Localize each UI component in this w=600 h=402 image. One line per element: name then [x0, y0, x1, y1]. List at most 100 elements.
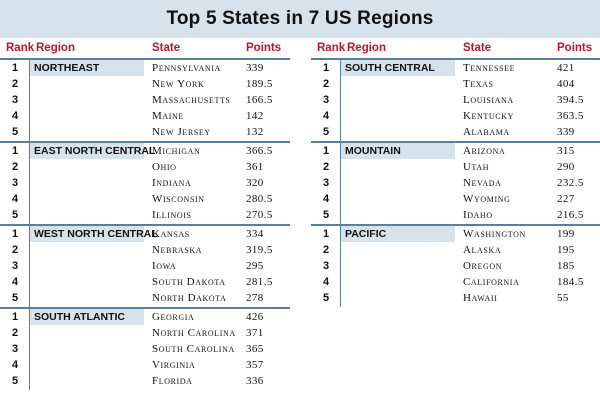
state-cell: Indiana	[152, 177, 192, 189]
table-row: 1 Washington 199	[311, 226, 600, 242]
rank-cell: 1	[323, 228, 330, 240]
rank-cell: 1	[323, 62, 330, 74]
table-row: 5 North Dakota 278	[0, 290, 290, 306]
state-cell: North Carolina	[152, 327, 236, 339]
state-cell: Florida	[152, 375, 193, 387]
rank-cell: 3	[12, 343, 19, 355]
table-row: 2 New York 189.5	[0, 76, 290, 92]
region-name: PACIFIC	[345, 228, 387, 240]
state-cell: Tennessee	[463, 62, 516, 74]
points-cell: 336	[246, 375, 264, 387]
rank-cell: 3	[12, 94, 19, 106]
state-cell: Pennsylvania	[152, 62, 221, 74]
rank-cell: 2	[323, 161, 330, 173]
rank-cell: 4	[323, 193, 330, 205]
points-cell: 366.5	[246, 145, 273, 157]
rank-cell: 2	[12, 244, 19, 256]
state-cell: Washington	[463, 228, 526, 240]
rank-cell: 5	[323, 126, 330, 138]
state-cell: Oregon	[463, 260, 503, 272]
table-row: 2 Alaska 195	[311, 242, 600, 258]
points-cell: 339	[246, 62, 264, 74]
rank-cell: 5	[12, 209, 19, 221]
region-name: EAST NORTH CENTRAL	[34, 145, 156, 157]
state-cell: Kentucky	[463, 110, 514, 122]
rank-cell: 4	[323, 110, 330, 122]
state-cell: Nebraska	[152, 244, 203, 256]
points-cell: 363.5	[557, 110, 584, 122]
points-cell: 199	[557, 228, 575, 240]
state-cell: New Jersey	[152, 126, 211, 138]
table-row: 2 Texas 404	[311, 76, 600, 92]
table-row: 2 Ohio 361	[0, 159, 290, 175]
state-cell: South Carolina	[152, 343, 235, 355]
state-cell: Ohio	[152, 161, 177, 173]
table-row: 4 Maine 142	[0, 108, 290, 124]
rank-header: Rank	[317, 42, 346, 54]
rank-cell: 5	[12, 292, 19, 304]
points-header: Points	[557, 42, 593, 54]
table-header-right: Rank Region State Points	[311, 38, 600, 60]
table-row: 5 Illinois 270.5	[0, 207, 290, 223]
points-cell: 365	[246, 343, 264, 355]
table-row: 5 Idaho 216.5	[311, 207, 600, 223]
region-group: MOUNTAIN 1 Arizona 315 2 Utah 290 3 Nevada 232.5 4…	[311, 143, 600, 226]
region-group: SOUTH ATLANTIC 1 Georgia 426 2 North Carolina…	[0, 309, 290, 390]
rank-cell: 4	[12, 193, 19, 205]
points-cell: 357	[246, 359, 264, 371]
points-cell: 315	[557, 145, 575, 157]
right-table: Rank Region State Points SOUTH CENTRAL 1 T…	[311, 38, 600, 307]
points-cell: 232.5	[557, 177, 584, 189]
state-cell: New York	[152, 78, 205, 90]
rank-cell: 1	[12, 145, 19, 157]
region-band	[341, 143, 455, 159]
state-cell: Idaho	[463, 209, 493, 221]
region-band	[341, 226, 455, 242]
rank-cell: 2	[12, 78, 19, 90]
rank-cell: 5	[323, 209, 330, 221]
region-band	[341, 60, 455, 76]
region-group: PACIFIC 1 Washington 199 2 Alaska 195 3 Oregon 18…	[311, 226, 600, 307]
state-cell: Massachusetts	[152, 94, 231, 106]
table-header-left: Rank Region State Points	[0, 38, 290, 60]
region-group: SOUTH CENTRAL 1 Tennessee 421 2 Texas 404 3 Loui…	[311, 60, 600, 143]
points-cell: 132	[246, 126, 264, 138]
rank-cell: 4	[12, 276, 19, 288]
left-table: Rank Region State Points NORTHEAST 1 Penns…	[0, 38, 290, 390]
state-cell: Arizona	[463, 145, 506, 157]
points-cell: 227	[557, 193, 575, 205]
region-name: WEST NORTH CENTRAL	[34, 228, 158, 240]
rank-cell: 5	[12, 126, 19, 138]
rank-cell: 3	[323, 94, 330, 106]
state-cell: South Dakota	[152, 276, 226, 288]
divider	[340, 143, 341, 224]
points-cell: 280.5	[246, 193, 273, 205]
state-cell: Alaska	[463, 244, 502, 256]
state-cell: Texas	[463, 78, 494, 90]
divider	[29, 309, 30, 390]
points-cell: 166.5	[246, 94, 273, 106]
table-row: 2 North Carolina 371	[0, 325, 290, 341]
table-row: 1 Arizona 315	[311, 143, 600, 159]
table-row: 1 Michigan 366.5	[0, 143, 290, 159]
points-cell: 195	[557, 244, 575, 256]
state-header: State	[152, 42, 181, 54]
rank-cell: 1	[323, 145, 330, 157]
region-name: SOUTH CENTRAL	[345, 62, 435, 74]
rank-cell: 2	[12, 161, 19, 173]
divider	[29, 60, 30, 141]
points-cell: 189.5	[246, 78, 273, 90]
rank-cell: 4	[323, 276, 330, 288]
region-group: EAST NORTH CENTRAL 1 Michigan 366.5 2 Ohio 361…	[0, 143, 290, 226]
table-row: 5 Hawaii 55	[311, 290, 600, 306]
table-row: 5 New Jersey 132	[0, 124, 290, 140]
points-cell: 426	[246, 311, 264, 323]
points-cell: 55	[557, 292, 569, 304]
left-groups: NORTHEAST 1 Pennsylvania 339 2 New York 189.5 3…	[0, 60, 290, 390]
table-row: 3 South Carolina 365	[0, 341, 290, 357]
region-group: WEST NORTH CENTRAL 1 Kansas 334 2 Nebraska 319…	[0, 226, 290, 309]
points-cell: 319.5	[246, 244, 273, 256]
state-cell: Michigan	[152, 145, 201, 157]
rank-header: Rank	[6, 42, 35, 54]
points-cell: 404	[557, 78, 575, 90]
